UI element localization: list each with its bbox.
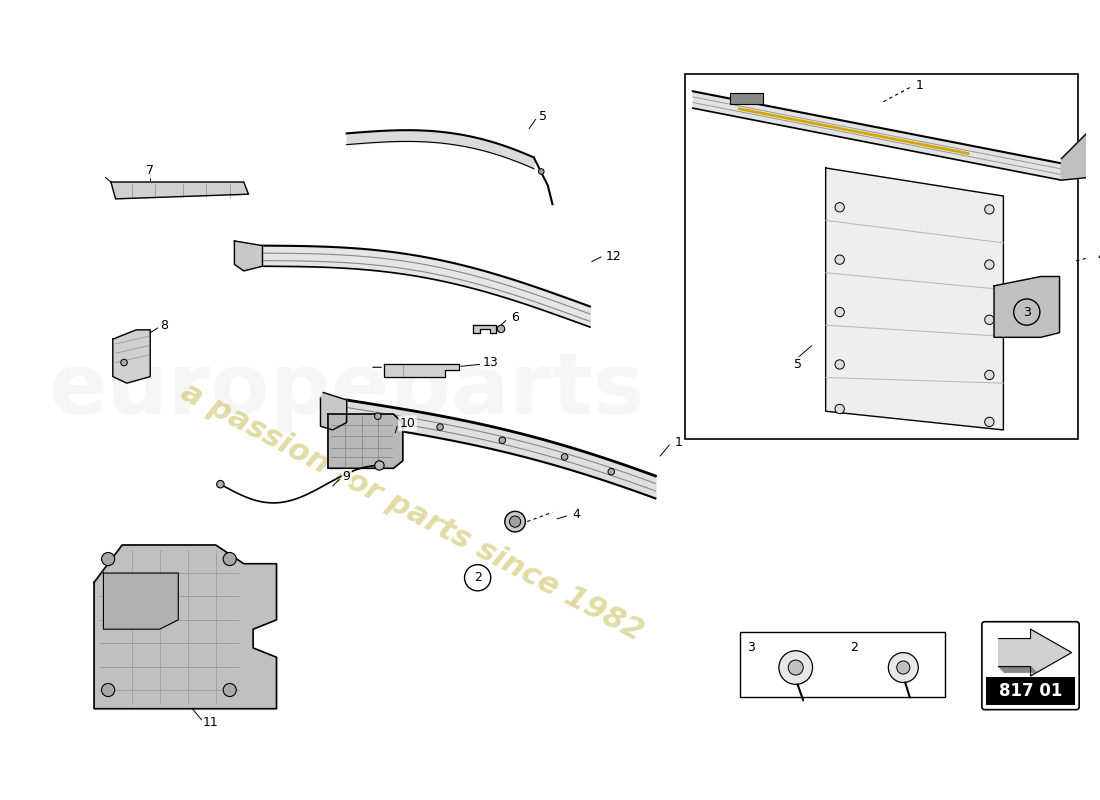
Text: 1: 1 bbox=[915, 79, 923, 92]
Polygon shape bbox=[103, 573, 178, 629]
Text: 4: 4 bbox=[572, 508, 580, 521]
Text: 6: 6 bbox=[512, 311, 519, 324]
Circle shape bbox=[984, 418, 994, 426]
Text: 5: 5 bbox=[539, 110, 547, 123]
Circle shape bbox=[497, 325, 505, 333]
Text: 9: 9 bbox=[343, 470, 351, 483]
Text: 5: 5 bbox=[793, 358, 802, 371]
Polygon shape bbox=[113, 330, 151, 383]
Circle shape bbox=[789, 660, 803, 675]
Circle shape bbox=[984, 370, 994, 380]
Bar bbox=[986, 677, 1076, 705]
FancyBboxPatch shape bbox=[685, 74, 1078, 439]
Circle shape bbox=[121, 359, 128, 366]
Polygon shape bbox=[826, 168, 1003, 430]
Text: 2: 2 bbox=[850, 642, 858, 654]
Polygon shape bbox=[95, 545, 276, 709]
Circle shape bbox=[101, 683, 114, 697]
Circle shape bbox=[437, 424, 443, 430]
Polygon shape bbox=[384, 365, 459, 377]
Circle shape bbox=[608, 469, 615, 475]
Text: 8: 8 bbox=[161, 318, 168, 332]
Circle shape bbox=[509, 516, 520, 527]
Text: 13: 13 bbox=[483, 356, 498, 369]
Polygon shape bbox=[1088, 70, 1100, 130]
Text: 2: 2 bbox=[474, 571, 482, 584]
Circle shape bbox=[835, 360, 845, 369]
Text: 3: 3 bbox=[1023, 306, 1031, 318]
Polygon shape bbox=[994, 277, 1059, 338]
Circle shape bbox=[835, 255, 845, 264]
Circle shape bbox=[223, 683, 236, 697]
Circle shape bbox=[835, 202, 845, 212]
Text: europeparts: europeparts bbox=[48, 349, 645, 432]
Text: 3: 3 bbox=[747, 642, 755, 654]
Bar bbox=[730, 93, 763, 104]
Polygon shape bbox=[111, 182, 249, 199]
Text: 7: 7 bbox=[146, 164, 154, 178]
Text: 817 01: 817 01 bbox=[999, 682, 1063, 700]
Circle shape bbox=[889, 653, 918, 682]
Circle shape bbox=[374, 413, 381, 419]
FancyBboxPatch shape bbox=[739, 632, 945, 698]
Circle shape bbox=[984, 260, 994, 270]
Text: 11: 11 bbox=[204, 716, 219, 730]
Text: 12: 12 bbox=[605, 250, 621, 263]
Circle shape bbox=[505, 511, 526, 532]
Circle shape bbox=[561, 454, 568, 460]
Circle shape bbox=[375, 461, 384, 470]
Polygon shape bbox=[234, 241, 263, 271]
Text: 1: 1 bbox=[674, 435, 683, 449]
Text: a passion for parts since 1982: a passion for parts since 1982 bbox=[176, 378, 648, 647]
Polygon shape bbox=[328, 414, 403, 468]
Text: 4: 4 bbox=[1098, 250, 1100, 263]
Circle shape bbox=[896, 661, 910, 674]
Circle shape bbox=[499, 437, 506, 443]
Polygon shape bbox=[999, 629, 1071, 676]
Circle shape bbox=[835, 404, 845, 414]
Circle shape bbox=[223, 553, 236, 566]
Circle shape bbox=[217, 481, 224, 488]
Polygon shape bbox=[1062, 130, 1100, 180]
Circle shape bbox=[835, 307, 845, 317]
Circle shape bbox=[101, 553, 114, 566]
Circle shape bbox=[984, 315, 994, 325]
Polygon shape bbox=[473, 325, 496, 333]
Circle shape bbox=[984, 205, 994, 214]
Circle shape bbox=[539, 169, 544, 174]
FancyBboxPatch shape bbox=[982, 622, 1079, 710]
Polygon shape bbox=[999, 666, 1036, 672]
Circle shape bbox=[779, 650, 813, 684]
Text: 10: 10 bbox=[399, 417, 416, 430]
Polygon shape bbox=[320, 393, 346, 430]
